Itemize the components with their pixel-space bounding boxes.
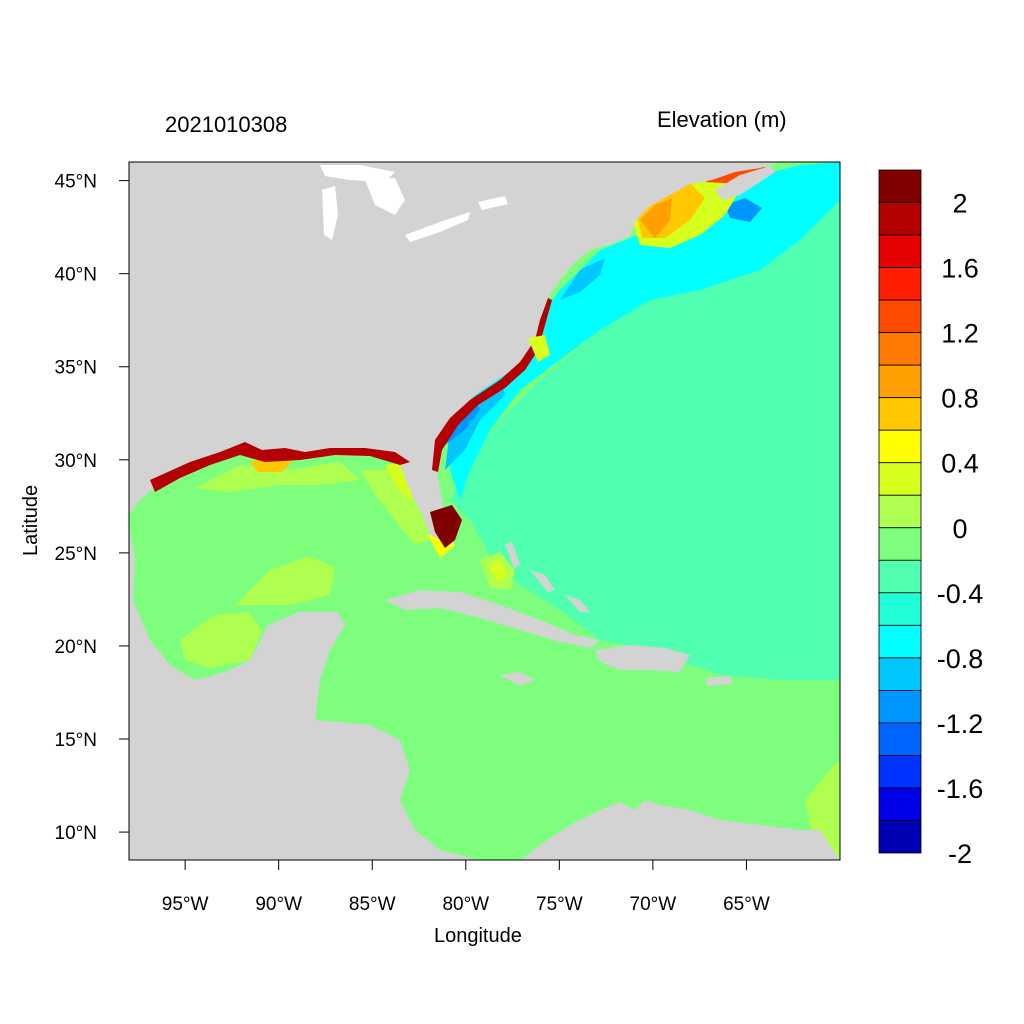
colorbar-swatch <box>878 722 922 756</box>
y-tick-label: 15°N <box>55 730 97 751</box>
land-cuba <box>385 590 600 648</box>
colorbar-swatch <box>878 592 922 626</box>
lake-michigan <box>322 186 338 240</box>
x-tick-label: 85°W <box>349 894 396 915</box>
land-north-america <box>129 162 780 520</box>
colorbar-swatch <box>878 462 922 496</box>
colorbar-label: -0.4 <box>937 579 984 609</box>
land-puerto-rico <box>705 676 732 686</box>
atlantic-negative-region <box>450 162 840 680</box>
lake-superior <box>320 165 395 182</box>
colorbar-swatch <box>878 202 922 236</box>
lake-huron <box>365 178 405 215</box>
colorbar-swatch <box>878 787 922 821</box>
colorbar-label: 0.4 <box>941 449 979 479</box>
x-axis: 95°W 90°W 85°W 80°W 75°W 70°W 65°W <box>162 860 770 915</box>
colorbar-label: 1.6 <box>941 254 979 284</box>
x-tick-label: 65°W <box>723 894 770 915</box>
chesapeake-surge <box>528 335 550 362</box>
land-bahamas <box>505 542 590 612</box>
y-axis: 45°N 40°N 35°N 30°N 25°N 20°N 15°N 10°N <box>55 172 129 844</box>
lake-ontario <box>478 196 508 210</box>
florida-extreme-surge <box>430 505 462 548</box>
y-tick-label: 45°N <box>55 172 97 193</box>
colorbar-label: 1.2 <box>941 319 979 349</box>
plot-border <box>128 161 841 861</box>
colorbar-swatch <box>878 689 922 724</box>
y-tick-label: 30°N <box>55 451 97 472</box>
y-tick-label: 25°N <box>55 544 97 565</box>
surge-gulf-of-maine-inner <box>640 198 672 238</box>
colorbar-swatch <box>878 624 922 659</box>
colorbar-swatch <box>878 299 922 334</box>
colorbar-swatch <box>878 169 922 203</box>
map-plot-area <box>129 162 840 860</box>
colorbar-label: 0 <box>952 514 967 544</box>
colorbar-swatch <box>878 234 922 268</box>
colorbar-label: 0.8 <box>941 384 979 414</box>
x-tick-label: 70°W <box>630 894 677 915</box>
colorbar-swatch <box>878 820 922 854</box>
variable-label: Elevation (m) <box>657 107 787 132</box>
blue-pocket-novascotia <box>725 198 762 222</box>
colorbar-swatch <box>878 755 922 789</box>
colorbar-swatch <box>878 527 922 561</box>
land-hispaniola <box>595 645 690 672</box>
y-tick-label: 10°N <box>55 823 97 844</box>
x-axis-title: Longitude <box>434 925 522 947</box>
x-tick-label: 75°W <box>536 894 583 915</box>
colorbar-swatch <box>878 364 922 399</box>
gulf-coast-surge-fringe <box>150 442 410 492</box>
x-tick-label: 90°W <box>255 894 302 915</box>
colorbar-swatch <box>878 332 922 366</box>
colorbar-label: -0.8 <box>937 644 984 674</box>
bahamas-banks-yellow <box>488 560 508 582</box>
blue-pocket-carolinas <box>445 380 505 470</box>
colorbar-label: -2 <box>948 839 972 869</box>
atlantic-cyan-band <box>450 162 840 500</box>
colorbar-label: -1.6 <box>937 774 984 804</box>
colorbar: 2 1.6 1.2 0.8 0.4 0 -0.4 -0.8 -1.2 -1.6 -2 <box>878 169 984 869</box>
lake-erie <box>405 212 470 242</box>
y-tick-label: 20°N <box>55 637 97 658</box>
blue-pocket-newjersey <box>560 258 605 300</box>
land-jamaica <box>500 672 535 686</box>
x-tick-label: 80°W <box>442 894 489 915</box>
colorbar-swatch <box>878 494 922 529</box>
florida-big-bend <box>385 462 418 500</box>
colorbar-swatch <box>878 429 922 464</box>
x-tick-label: 95°W <box>162 894 209 915</box>
date-label: 2021010308 <box>165 112 288 137</box>
y-tick-label: 35°N <box>55 358 97 379</box>
gulf-elevated-region <box>235 556 335 605</box>
gulf-elevated-region-south <box>180 612 262 668</box>
colorbar-label: 2 <box>952 189 967 219</box>
y-tick-label: 40°N <box>55 265 97 286</box>
colorbar-swatch <box>878 559 922 594</box>
colorbar-swatch <box>878 397 922 431</box>
land-mexico-central-america <box>129 525 480 860</box>
gulf-north-coast-band <box>195 462 360 492</box>
land-south-america <box>520 800 840 860</box>
colorbar-swatch <box>878 267 922 301</box>
colorbar-swatch <box>878 657 922 691</box>
colorbar-label: -1.2 <box>937 709 984 739</box>
land-nova-scotia <box>715 166 775 200</box>
